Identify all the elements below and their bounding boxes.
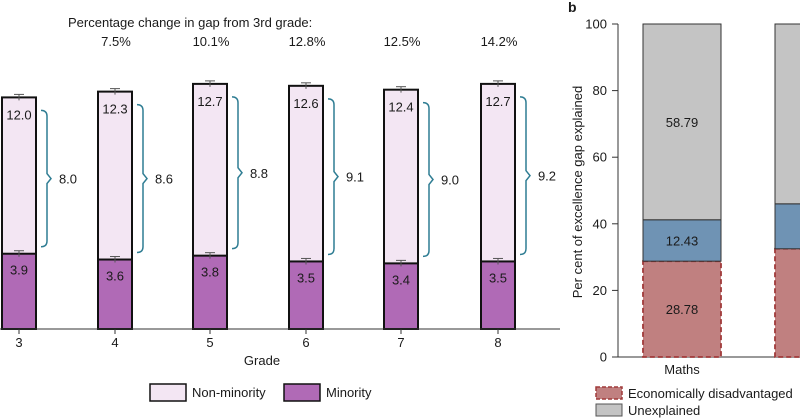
legend-swatch-econ [595,386,623,400]
pct-change-grade-7: 12.5% [384,34,421,49]
value-label-nonminority-8: 12.7 [485,94,510,109]
y-tick-label-0: 0 [600,350,607,365]
x-tick-label-4: 4 [111,335,118,350]
value-label-nonminority-5: 12.7 [197,94,222,109]
gap-label-grade-6: 9.1 [346,170,364,185]
value-label-minority-4: 3.6 [106,269,124,284]
gap-bracket-grade-7 [422,101,434,258]
value-label-nonminority-7: 12.4 [388,100,413,115]
gap-bracket-grade-3 [40,109,52,248]
value-label-minority-3: 3.9 [10,263,28,278]
value-label-minority-5: 3.8 [201,265,219,280]
legend-swatch-unexplained [595,403,623,417]
bar-segment-econ-maths [642,260,722,358]
panel-b-label: b [568,0,577,15]
y-tick-label-20: 20 [593,283,607,298]
x-tick-label-8: 8 [494,335,501,350]
x-axis-title: Grade [244,353,280,368]
segment-label-unexplained-maths: 58.79 [666,115,699,130]
legend-label-minority: Minority [326,385,372,400]
panel-a-grade-gap-chart: Percentage change in gap from 3rd grade:… [0,15,560,402]
gap-label-grade-3: 8.0 [59,172,77,187]
legend-swatch-minority [283,383,321,402]
gap-bracket-grade-4 [136,103,148,254]
value-label-nonminority-4: 12.3 [102,102,127,117]
gap-bracket-grade-8 [519,96,531,256]
legend-label-unexplained: Unexplained [628,403,700,418]
value-label-minority-8: 3.5 [489,270,507,285]
bar-segment-econ-re [774,247,800,358]
gap-bracket-grade-5 [231,96,243,250]
bar-minority-grade-8 [480,260,516,331]
value-label-nonminority-3: 12.0 [6,107,31,122]
gap-bracket-grade-6 [327,98,339,256]
pct-change-grade-4: 7.5% [101,34,131,49]
value-label-minority-7: 3.4 [392,272,410,287]
value-label-minority-6: 3.5 [297,270,315,285]
y-axis-title: Per cent of excellence gap explained [570,86,585,298]
panel-b-gap-explained-chart: b Per cent of excellence gap explained 0… [568,0,800,418]
gap-label-grade-5: 8.8 [250,166,268,181]
gap-label-grade-8: 9.2 [538,169,556,184]
pct-change-title: Percentage change in gap from 3rd grade: [68,15,312,30]
bar-segment-unexplained-re [774,23,800,205]
legend-label-econ: Economically disadvantaged [628,386,793,401]
pct-change-grade-6: 12.8% [289,34,326,49]
x-tick-label-5: 5 [206,335,213,350]
bar-segment-middle-maths [642,219,722,262]
x-tick-label-6: 6 [302,335,309,350]
legend-b: Economically disadvantaged Unexplained [595,386,793,418]
x-tick-label-maths: Maths [664,362,700,377]
legend-swatch-nonminority [149,383,187,402]
x-tick-label-7: 7 [397,335,404,350]
value-label-nonminority-6: 12.6 [293,96,318,111]
legend-a: Non-minority Minority [149,383,372,402]
gap-label-grade-7: 9.0 [441,173,459,188]
pct-change-grade-5: 10.1% [193,34,230,49]
segment-label-middle-maths: 12.43 [666,233,699,248]
bar-segment-middle-re [774,203,800,250]
gap-label-grade-4: 8.6 [155,172,173,187]
segment-label-econ-maths: 28.78 [666,302,699,317]
x-tick-label-3: 3 [15,335,22,350]
y-tick-label-40: 40 [593,216,607,231]
y-tick-label-60: 60 [593,150,607,165]
pct-change-grade-8: 14.2% [481,34,518,49]
y-tick-label-100: 100 [585,17,607,32]
y-tick-label-80: 80 [593,83,607,98]
legend-label-nonminority: Non-minority [192,385,266,400]
bar-segment-unexplained-maths [642,23,722,221]
